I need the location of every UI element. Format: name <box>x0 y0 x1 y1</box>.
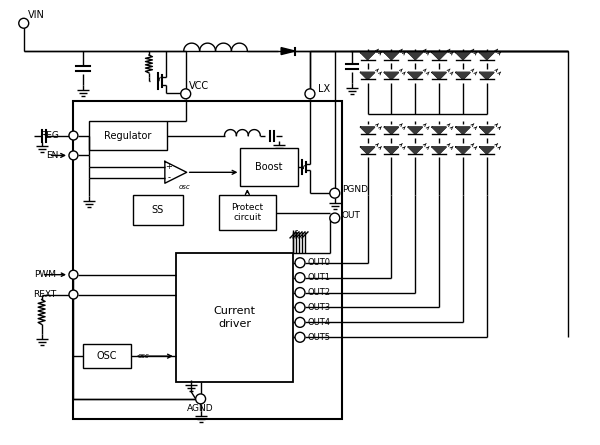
Polygon shape <box>409 53 422 60</box>
Polygon shape <box>385 53 398 60</box>
Text: Regulator: Regulator <box>104 130 152 141</box>
Bar <box>133 195 183 225</box>
Text: REXT: REXT <box>33 290 56 299</box>
Polygon shape <box>480 127 494 134</box>
Circle shape <box>181 89 191 99</box>
Text: LX: LX <box>318 84 330 94</box>
Text: 6: 6 <box>293 231 298 239</box>
Text: Current: Current <box>214 307 256 316</box>
Text: osc: osc <box>179 184 191 190</box>
Circle shape <box>295 332 305 342</box>
Text: OSC: OSC <box>97 351 118 361</box>
Polygon shape <box>385 73 398 79</box>
Polygon shape <box>409 127 422 134</box>
Polygon shape <box>409 73 422 79</box>
Polygon shape <box>456 127 470 134</box>
Polygon shape <box>409 147 422 154</box>
Text: Boost: Boost <box>256 162 283 172</box>
Text: OUT3: OUT3 <box>308 303 331 312</box>
Circle shape <box>330 188 340 198</box>
Circle shape <box>196 394 206 404</box>
Circle shape <box>295 317 305 328</box>
Circle shape <box>69 290 78 299</box>
Circle shape <box>69 131 78 140</box>
Polygon shape <box>361 127 374 134</box>
Bar <box>89 121 167 150</box>
Text: PGND: PGND <box>342 185 368 194</box>
Bar <box>73 101 342 419</box>
Polygon shape <box>432 53 446 60</box>
Circle shape <box>69 270 78 279</box>
Text: PWM: PWM <box>35 270 56 279</box>
Text: circuit: circuit <box>233 213 262 222</box>
Polygon shape <box>432 127 446 134</box>
Bar <box>218 195 276 230</box>
Text: OUT0: OUT0 <box>308 258 331 267</box>
Text: AGND: AGND <box>187 405 214 413</box>
Polygon shape <box>480 147 494 154</box>
Polygon shape <box>456 73 470 79</box>
Text: OUT4: OUT4 <box>308 318 331 327</box>
Polygon shape <box>432 73 446 79</box>
Text: OUT1: OUT1 <box>308 273 331 282</box>
Bar <box>241 149 298 186</box>
Circle shape <box>305 89 315 99</box>
Polygon shape <box>361 73 374 79</box>
Bar <box>83 344 131 368</box>
Polygon shape <box>480 73 494 79</box>
Circle shape <box>295 258 305 268</box>
Text: +: + <box>166 162 172 171</box>
Circle shape <box>295 303 305 312</box>
Text: SS: SS <box>152 205 164 215</box>
Polygon shape <box>361 53 374 60</box>
Text: OUT2: OUT2 <box>308 288 331 297</box>
Polygon shape <box>480 53 494 60</box>
Text: driver: driver <box>218 320 251 329</box>
Text: OUT5: OUT5 <box>308 333 331 342</box>
Text: osc: osc <box>138 353 150 359</box>
Text: REG: REG <box>40 131 59 140</box>
Text: VIN: VIN <box>28 10 44 20</box>
Polygon shape <box>385 147 398 154</box>
Text: OUT: OUT <box>342 210 361 219</box>
Text: EN: EN <box>46 151 59 160</box>
Polygon shape <box>281 48 295 55</box>
Polygon shape <box>385 127 398 134</box>
Circle shape <box>295 273 305 283</box>
Bar <box>176 253 293 382</box>
Circle shape <box>330 213 340 223</box>
Polygon shape <box>456 53 470 60</box>
Polygon shape <box>456 147 470 154</box>
Circle shape <box>19 18 29 28</box>
Text: Protect: Protect <box>231 203 263 212</box>
Circle shape <box>295 287 305 298</box>
Text: -: - <box>167 173 170 182</box>
Text: VCC: VCC <box>188 81 209 91</box>
Polygon shape <box>361 147 374 154</box>
Polygon shape <box>432 147 446 154</box>
Circle shape <box>69 151 78 160</box>
